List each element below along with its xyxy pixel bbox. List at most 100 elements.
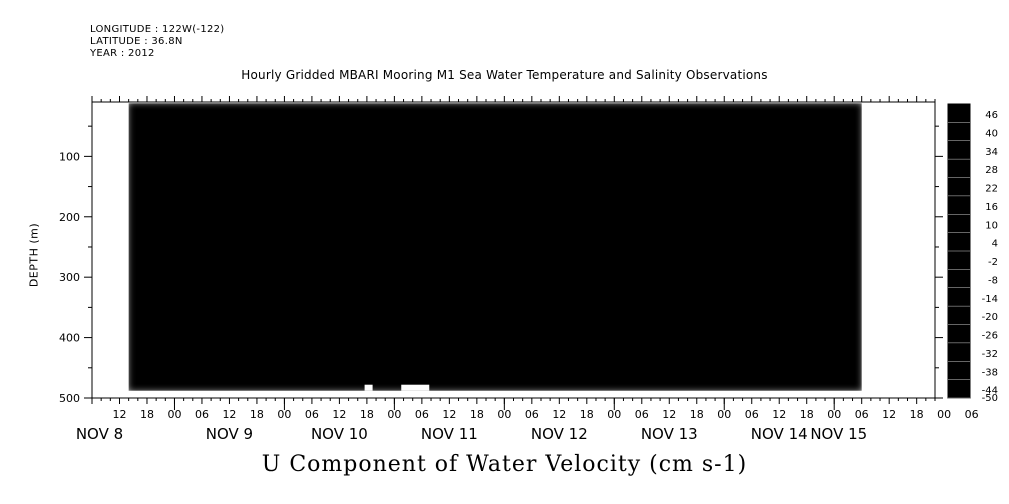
heatmap-cell: [159, 187, 171, 198]
heatmap-cell: [373, 296, 384, 307]
heatmap-cell: [539, 319, 551, 330]
heatmap-cell: [386, 383, 398, 391]
heatmap-cell: [506, 262, 518, 272]
heatmap-cell: [759, 308, 771, 318]
heatmap-cell: [613, 118, 624, 129]
heatmap-cell: [539, 331, 551, 341]
heatmap-cell: [166, 377, 178, 388]
heatmap-cell: [473, 181, 484, 192]
heatmap-cell: [539, 256, 551, 267]
heatmap-cell: [179, 342, 191, 353]
heatmap-cell: [253, 342, 264, 353]
heatmap-cell: [479, 135, 491, 146]
heatmap-cell: [279, 175, 291, 186]
heatmap-cell: [379, 164, 391, 175]
heatmap-cell: [166, 319, 178, 330]
heatmap-cell: [546, 187, 558, 198]
heatmap-cell: [573, 239, 584, 249]
heatmap-cell: [546, 221, 558, 232]
heatmap-cell: [393, 383, 404, 391]
heatmap-cell: [453, 233, 464, 244]
heatmap-cell: [726, 118, 738, 129]
heatmap-cell: [239, 106, 251, 117]
heatmap-cell: [146, 279, 158, 290]
heatmap-cell: [466, 273, 478, 284]
heatmap-cell: [653, 135, 664, 146]
heatmap-cell: [426, 164, 438, 175]
heatmap-cell: [326, 216, 338, 226]
heatmap-cell: [713, 290, 724, 301]
heatmap-cell: [593, 118, 604, 129]
heatmap-cell: [439, 319, 451, 330]
heatmap-cell: [259, 152, 271, 163]
heatmap-cell: [706, 106, 718, 117]
heatmap-cell: [159, 227, 171, 238]
heatmap-cell: [486, 181, 498, 192]
heatmap-cell: [706, 308, 718, 318]
heatmap-cell: [626, 285, 638, 295]
heatmap-cell: [339, 279, 351, 290]
heatmap-cell: [279, 348, 291, 359]
heatmap-cell: [613, 377, 624, 388]
heatmap-cell: [653, 302, 664, 313]
heatmap-cell: [299, 170, 311, 180]
heatmap-cell: [706, 152, 718, 163]
heatmap-cell: [493, 112, 504, 123]
heatmap-cell: [533, 244, 544, 255]
heatmap-cell: [393, 118, 404, 129]
heatmap-cell: [613, 216, 624, 226]
heatmap-cell: [499, 152, 511, 163]
heatmap-cell: [659, 233, 671, 244]
heatmap-cell: [226, 147, 238, 157]
heatmap-cell: [339, 181, 351, 192]
heatmap-cell: [153, 365, 164, 376]
heatmap-cell: [679, 377, 691, 388]
heatmap-cell: [786, 285, 798, 295]
heatmap-cell: [206, 239, 218, 249]
heatmap-cell: [733, 325, 744, 336]
heatmap-cell: [273, 296, 284, 307]
heatmap-cell: [486, 170, 498, 180]
heatmap-cell: [686, 170, 698, 180]
heatmap-cell: [206, 348, 218, 359]
heatmap-cell: [579, 164, 591, 175]
heatmap-cell: [426, 129, 438, 140]
heatmap-cell: [579, 221, 591, 232]
heatmap-cell: [586, 331, 598, 341]
heatmap-cell: [479, 181, 491, 192]
heatmap-cell: [153, 290, 164, 301]
heatmap-cell: [759, 204, 771, 215]
heatmap-cell: [459, 147, 471, 157]
heatmap-cell: [393, 250, 404, 261]
heatmap-cell: [479, 348, 491, 359]
heatmap-cell: [513, 181, 524, 192]
heatmap-cell: [499, 273, 511, 284]
heatmap-cell: [639, 198, 651, 209]
heatmap-cell: [159, 204, 171, 215]
heatmap-cell: [306, 221, 318, 232]
heatmap-cell: [293, 135, 304, 146]
heatmap-cell: [479, 112, 491, 123]
heatmap-cell: [293, 336, 304, 347]
heatmap-cell: [486, 290, 498, 301]
heatmap-cell: [699, 296, 711, 307]
heatmap-cell: [746, 383, 758, 391]
heatmap-cell: [526, 377, 538, 388]
heatmap-cell: [366, 336, 378, 347]
heatmap-cell: [346, 290, 358, 301]
heatmap-cell: [466, 302, 478, 313]
heatmap-cell: [593, 336, 604, 347]
heatmap-cell: [306, 181, 318, 192]
heatmap-cell: [733, 118, 744, 129]
heatmap-cell: [353, 308, 364, 318]
heatmap-cell: [639, 267, 651, 278]
heatmap-cell: [266, 383, 278, 391]
heatmap-cell: [533, 267, 544, 278]
heatmap-cell: [739, 135, 751, 146]
heatmap-cell: [359, 377, 371, 388]
heatmap-cell: [393, 262, 404, 272]
heatmap-cell: [206, 221, 218, 232]
heatmap-cell: [453, 112, 464, 123]
heatmap-cell: [219, 273, 231, 284]
heatmap-cell: [639, 313, 651, 324]
